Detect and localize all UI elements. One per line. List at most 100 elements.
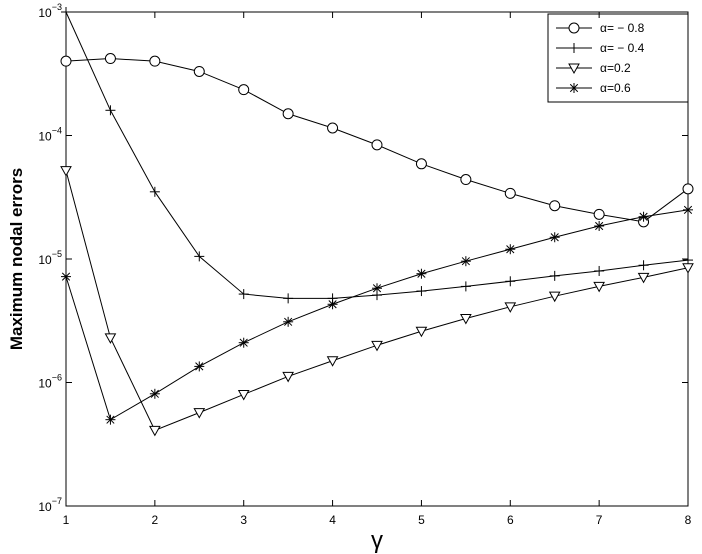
legend-label: α= − 0.8 <box>600 21 645 35</box>
marker <box>237 389 250 401</box>
y-tick-label: 10−7 <box>38 496 62 514</box>
marker <box>682 183 694 195</box>
marker-triangle <box>149 425 161 437</box>
marker <box>326 356 339 367</box>
marker <box>327 299 338 310</box>
marker <box>416 286 427 297</box>
marker-stroke <box>550 233 559 242</box>
x-tick-label: 7 <box>596 513 603 527</box>
marker <box>637 272 650 284</box>
marker <box>504 187 516 199</box>
marker-triangle <box>460 313 472 325</box>
marker <box>505 276 516 287</box>
y-axis-label: Maximum nodal errors <box>7 168 26 350</box>
marker-stroke <box>683 205 693 214</box>
y-tick-label: 10−3 <box>38 2 62 20</box>
marker-circle <box>460 174 472 186</box>
y-tick-base: 10 <box>38 377 52 391</box>
marker <box>371 340 383 352</box>
marker <box>60 55 72 67</box>
marker-stroke <box>195 362 204 371</box>
marker <box>61 7 71 17</box>
marker <box>104 53 116 65</box>
marker-triangle <box>593 281 605 293</box>
y-tick-base: 10 <box>38 253 52 267</box>
marker-triangle <box>104 333 117 344</box>
marker-stroke <box>61 272 71 281</box>
marker-circle <box>60 55 72 67</box>
x-axis-label: γ <box>371 527 383 554</box>
marker-triangle <box>548 291 561 303</box>
marker <box>61 271 71 282</box>
marker-circle <box>593 208 605 220</box>
legend-marker <box>569 43 579 53</box>
y-tick-exponent: −4 <box>52 126 62 136</box>
x-tick-label: 1 <box>63 513 70 527</box>
marker <box>505 244 516 255</box>
marker <box>504 302 517 313</box>
marker <box>415 326 428 338</box>
marker <box>549 270 560 281</box>
marker <box>683 204 693 215</box>
x-tick-label: 6 <box>507 513 514 527</box>
marker <box>193 65 205 77</box>
marker-triangle <box>237 389 250 401</box>
marker-triangle <box>60 166 72 177</box>
y-tick-exponent: −3 <box>52 2 62 12</box>
marker <box>149 388 160 399</box>
marker-circle <box>282 108 294 120</box>
x-tick-label: 3 <box>240 513 247 527</box>
marker-triangle <box>282 371 294 383</box>
marker <box>593 208 605 220</box>
x-tick-label: 5 <box>418 513 425 527</box>
marker-stroke <box>595 221 604 231</box>
x-tick-label: 2 <box>152 513 159 527</box>
marker-triangle <box>682 263 694 274</box>
marker <box>149 186 160 197</box>
marker <box>238 84 250 96</box>
legend-label: α=0.2 <box>600 61 631 75</box>
marker <box>283 293 294 304</box>
marker <box>60 166 72 177</box>
y-tick-exponent: −6 <box>52 373 62 383</box>
marker <box>460 281 471 292</box>
marker-triangle <box>326 356 339 367</box>
marker <box>372 283 382 294</box>
marker-circle <box>238 84 250 96</box>
marker-stroke <box>106 415 115 424</box>
y-tick-exponent: −5 <box>52 249 62 259</box>
legend-marker <box>569 83 579 93</box>
marker <box>282 108 294 120</box>
marker-triangle <box>415 326 428 338</box>
marker-stroke <box>639 212 648 221</box>
marker-stroke <box>239 338 248 347</box>
marker-circle <box>327 122 339 134</box>
legend-label: α= − 0.4 <box>600 41 645 55</box>
marker <box>593 281 605 293</box>
marker <box>548 291 561 303</box>
marker <box>460 256 471 267</box>
y-tick-label: 10−5 <box>38 249 62 267</box>
marker <box>460 313 472 325</box>
y-tick-base: 10 <box>38 6 52 20</box>
marker <box>594 265 605 276</box>
marker <box>282 371 294 383</box>
marker-triangle <box>371 340 383 352</box>
marker <box>415 158 427 170</box>
marker-circle <box>568 22 580 34</box>
marker <box>104 333 117 344</box>
marker-stroke <box>417 269 426 278</box>
marker-stroke <box>506 245 515 254</box>
marker-stroke <box>461 257 470 266</box>
marker <box>238 289 249 300</box>
marker-stroke <box>150 389 159 398</box>
marker <box>549 200 561 212</box>
marker <box>194 251 205 262</box>
marker-circle <box>415 158 427 170</box>
marker-circle <box>504 187 516 199</box>
x-tick-label: 8 <box>685 513 692 527</box>
marker <box>682 263 694 274</box>
marker-triangle <box>504 302 517 313</box>
marker-stroke <box>372 284 382 293</box>
